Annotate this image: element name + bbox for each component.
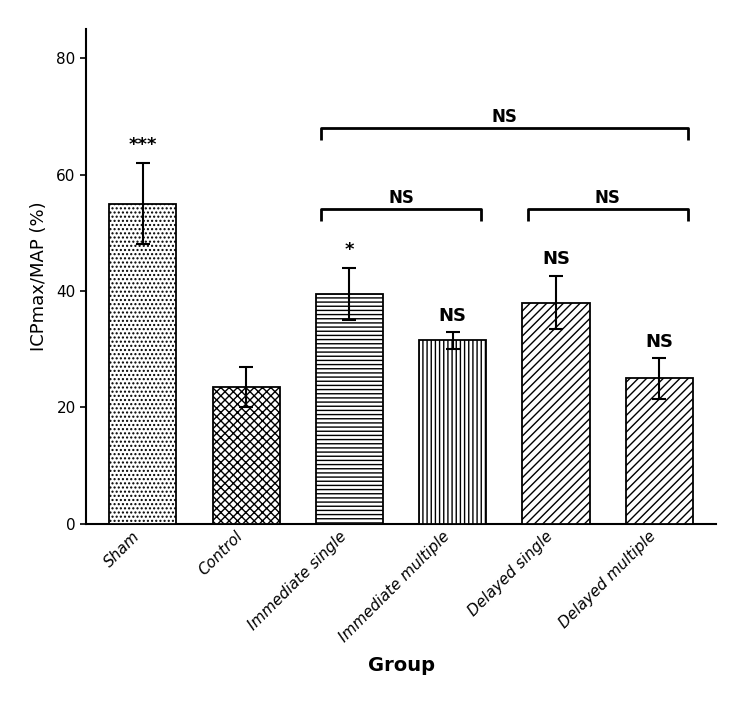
Bar (419, 341, 486, 524)
Text: NS: NS (542, 250, 570, 268)
Text: NS: NS (645, 333, 674, 351)
Y-axis label: ICPmax/MAP (%): ICPmax/MAP (%) (30, 201, 48, 351)
Text: NS: NS (439, 307, 467, 325)
Text: ***: *** (128, 136, 157, 154)
Bar (626, 378, 693, 524)
Text: *: * (345, 241, 354, 259)
X-axis label: Group: Group (368, 656, 435, 675)
Text: NS: NS (388, 189, 414, 207)
Bar (522, 303, 589, 524)
Text: NS: NS (595, 189, 621, 207)
Bar (109, 203, 176, 524)
Bar (316, 294, 383, 524)
Bar (213, 387, 280, 524)
Text: NS: NS (492, 108, 517, 126)
